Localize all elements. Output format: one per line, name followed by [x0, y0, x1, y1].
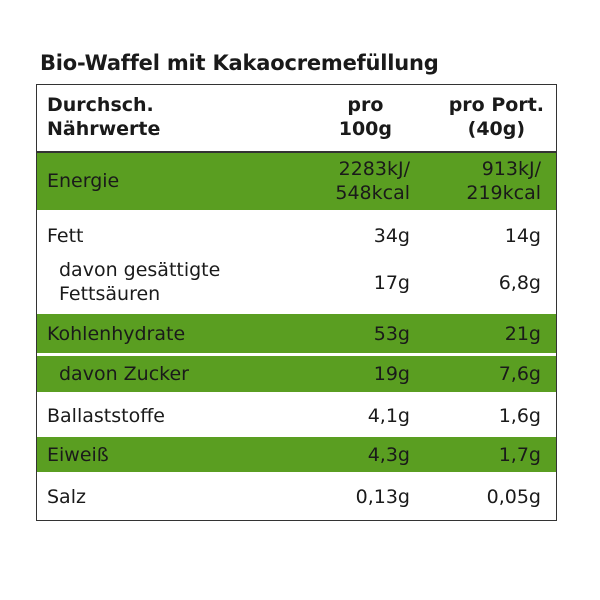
row-value-portion: 1,6g — [498, 405, 541, 427]
header-per-portion-line2: (40g) — [467, 118, 526, 140]
row-value-line: 219kcal — [466, 182, 541, 204]
table-row: Fett 34g 14g — [37, 216, 556, 254]
table-row: davon gesättigte Fettsäuren 17g 6,8g — [37, 255, 556, 311]
row-label: Salz — [47, 486, 86, 508]
header-per-100g: pro 100g — [339, 93, 392, 141]
row-label: Ballaststoffe — [47, 405, 165, 427]
row-label: Energie — [47, 170, 120, 192]
row-value-100g: 19g — [373, 363, 410, 385]
row-value-100g: 0,13g — [355, 486, 410, 508]
row-label: Kohlenhydrate — [47, 323, 186, 345]
row-label: davon Zucker — [59, 363, 189, 385]
table-row: Kohlenhydrate 53g 21g — [37, 314, 556, 353]
row-value-line: 913kJ/ — [481, 158, 541, 180]
row-value-100g: 17g — [373, 272, 410, 294]
header-per-100g-line1: pro — [347, 94, 384, 116]
row-value-100g: 2283kJ/ 548kcal — [335, 157, 410, 205]
row-label-line: davon gesättigte — [59, 259, 221, 281]
row-value-100g: 53g — [373, 323, 410, 345]
header-divider — [37, 151, 556, 153]
row-value-portion: 913kJ/ 219kcal — [466, 157, 541, 205]
row-label-line: Fettsäuren — [59, 283, 161, 305]
row-label: Eiweiß — [47, 444, 109, 466]
header-per-portion: pro Port. (40g) — [449, 93, 544, 141]
row-value-portion: 6,8g — [498, 272, 541, 294]
header-nutrients-line2: Nährwerte — [47, 118, 161, 140]
row-value-100g: 34g — [373, 225, 410, 247]
row-value-line: 548kcal — [335, 182, 410, 204]
row-value-portion: 14g — [504, 225, 541, 247]
table-row: davon Zucker 19g 7,6g — [37, 356, 556, 392]
row-label: Fett — [47, 225, 84, 247]
row-value-portion: 1,7g — [498, 444, 541, 466]
row-value-line: 2283kJ/ — [338, 158, 410, 180]
header-per-portion-line1: pro Port. — [448, 94, 544, 116]
row-value-portion: 0,05g — [486, 486, 541, 508]
nutrition-table: Durchsch. Nährwerte pro 100g pro Port. (… — [36, 84, 557, 521]
row-value-100g: 4,1g — [367, 405, 410, 427]
header-per-100g-line2: 100g — [338, 118, 392, 140]
table-header: Durchsch. Nährwerte pro 100g pro Port. (… — [37, 93, 556, 151]
row-value-portion: 21g — [504, 323, 541, 345]
row-value-100g: 4,3g — [367, 444, 410, 466]
table-row: Salz 0,13g 0,05g — [37, 477, 556, 517]
table-row: Energie 2283kJ/ 548kcal 913kJ/ 219kcal — [37, 153, 556, 210]
header-nutrients-line1: Durchsch. — [47, 94, 154, 116]
table-row: Eiweiß 4,3g 1,7g — [37, 437, 556, 472]
header-nutrients: Durchsch. Nährwerte — [47, 93, 160, 141]
row-label: davon gesättigte Fettsäuren — [59, 258, 220, 306]
row-value-portion: 7,6g — [498, 363, 541, 385]
product-title: Bio-Waffel mit Kakaocremefüllung — [40, 51, 439, 75]
table-row: Ballaststoffe 4,1g 1,6g — [37, 396, 556, 435]
